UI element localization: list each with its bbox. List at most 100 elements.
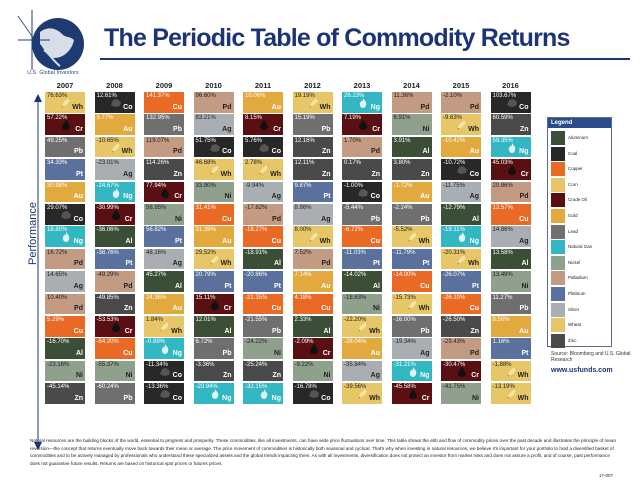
source-note: Source: Bloomberg and U.S. Global Resear… xyxy=(551,351,631,363)
return-value: -2.09% xyxy=(294,339,314,346)
commodity-cell: 103.67% Co xyxy=(490,92,531,113)
commodity-cell: 13.49% Ni xyxy=(490,271,531,292)
return-value: 10.40% xyxy=(47,294,68,301)
website-link[interactable]: www.usfunds.com xyxy=(551,367,613,374)
commodity-symbol: Pb xyxy=(173,125,182,133)
commodity-symbol: Co xyxy=(123,103,133,111)
return-value: -29.43% xyxy=(443,339,466,346)
return-value: 12.16% xyxy=(294,137,315,144)
commodity-cell: -18.91% Al xyxy=(243,248,283,270)
return-value: -13.36% xyxy=(146,384,169,391)
commodity-cell: 83.21% Ag xyxy=(193,114,234,135)
return-value: -39.56% xyxy=(344,384,367,391)
footnote: Natural resources are the building block… xyxy=(30,438,617,466)
commodity-cell: -55.37% Ni xyxy=(94,360,135,382)
commodity-cell: -45.14% Zn xyxy=(45,383,85,404)
commodity-cell: -26.50% Zn xyxy=(441,316,481,337)
return-value: -31.21% xyxy=(393,361,416,368)
return-value: 14.65% xyxy=(47,272,68,279)
title-divider xyxy=(100,58,630,60)
commodity-cell: -11.03% Pt xyxy=(342,248,382,270)
return-value: 8.56% xyxy=(492,317,510,323)
commodity-cell: 0.17% Zn xyxy=(342,159,382,180)
commodity-cell: 8.00% Wh xyxy=(292,226,333,247)
return-value: 30.98% xyxy=(47,182,68,189)
commodity-symbol: Pd xyxy=(470,103,479,111)
commodity-cell: 1.84% Wh xyxy=(144,316,184,337)
commodity-cell: -14.00% Cu xyxy=(391,271,432,292)
commodity-cell: -24.67% Ng xyxy=(94,181,135,203)
return-value: -16.00% xyxy=(393,317,416,323)
commodity-cell: -30.47% Cr xyxy=(441,360,481,382)
return-value: 26.23% xyxy=(344,93,365,99)
commodity-symbol: Ng xyxy=(519,148,529,156)
commodity-symbol: Pd xyxy=(371,148,380,156)
return-value: 83.21% xyxy=(195,115,216,122)
commodity-symbol: Wh xyxy=(220,170,232,178)
return-value: -22.20% xyxy=(344,317,367,323)
return-value: -49.29% xyxy=(96,272,119,279)
return-value: -0.89% xyxy=(146,339,166,346)
return-value: -3.36% xyxy=(195,361,215,368)
return-value: -17.82% xyxy=(245,205,268,211)
commodity-cell: 12.16% Zn xyxy=(292,136,333,158)
commodity-cell: -16.00% Pb xyxy=(391,316,432,337)
return-value: 6.91% xyxy=(393,115,411,122)
commodity-cell: -17.82% Pd xyxy=(243,204,283,225)
commodity-cell: -5.44% Pb xyxy=(342,204,382,225)
commodity-symbol: Ng xyxy=(172,349,182,357)
commodity-cell: 58.95% Ni xyxy=(144,204,184,225)
year-header: 2014 xyxy=(403,81,420,90)
commodity-cell: -23.01% Ag xyxy=(94,159,135,180)
commodity-symbol: Pd xyxy=(173,148,182,156)
commodity-symbol: Pb xyxy=(371,215,380,223)
return-value: 12.01% xyxy=(195,317,216,323)
return-value: 119.07% xyxy=(146,137,170,144)
commodity-symbol: Pb xyxy=(420,327,430,335)
commodity-cell: -60.24% Pb xyxy=(94,383,135,404)
commodity-cell: -11.75% Ag xyxy=(441,181,481,203)
return-value: 13.58% xyxy=(492,249,513,256)
commodity-cell: -10.42% Au xyxy=(441,136,481,158)
commodity-cell: -23.16% Ni xyxy=(45,360,85,382)
return-value: -19.11% xyxy=(443,227,465,234)
commodity-symbol: Wh xyxy=(517,394,529,402)
commodity-symbol: Co xyxy=(519,103,529,111)
commodity-cell: 12.61% Co xyxy=(94,92,135,113)
commodity-cell: 57.22% Cr xyxy=(45,114,85,135)
commodity-symbol: Co xyxy=(271,148,281,156)
commodity-cell: -19.11% Ng xyxy=(441,226,481,247)
commodity-symbol: Wh xyxy=(468,260,479,268)
commodity-cell: -20.31% Wh xyxy=(441,248,481,270)
year-header: 2009 xyxy=(155,81,173,90)
commodity-symbol: Co xyxy=(172,372,182,380)
return-value: -10.65% xyxy=(96,137,119,144)
commodity-symbol: Ni xyxy=(422,125,430,133)
return-value: -16.78% xyxy=(294,384,317,391)
return-value: 76.63% xyxy=(47,93,68,99)
return-value: -20.86% xyxy=(245,272,268,279)
performance-arrow xyxy=(34,94,42,450)
commodity-cell: -54.20% Cu xyxy=(94,338,135,359)
return-value: -53.53% xyxy=(96,317,119,323)
commodity-symbol: Au xyxy=(222,237,232,245)
commodity-symbol: Wh xyxy=(517,372,529,380)
commodity-cell: 141.37% Cu xyxy=(144,92,184,113)
commodity-cell: -13.19% Wh xyxy=(490,383,531,404)
commodity-symbol: Al xyxy=(521,260,529,268)
commodity-symbol: Pd xyxy=(123,282,133,290)
legend-swatch xyxy=(551,131,565,145)
commodity-symbol: Co xyxy=(469,170,479,178)
return-value: 77.94% xyxy=(146,182,167,189)
return-value: -36.06% xyxy=(96,227,119,234)
commodity-symbol: Zn xyxy=(321,170,331,178)
commodity-cell: -35.84% Ag xyxy=(342,360,382,382)
return-value: -20.31% xyxy=(443,249,466,256)
return-value: -35.84% xyxy=(344,361,367,368)
commodity-cell: 5.29% Cu xyxy=(45,316,85,337)
year-header: 2007 xyxy=(56,81,74,90)
return-value: -11.03% xyxy=(344,249,366,256)
return-value: 31.41% xyxy=(195,205,216,211)
commodity-symbol: Al xyxy=(224,327,232,335)
return-value: 6.72% xyxy=(195,339,213,346)
